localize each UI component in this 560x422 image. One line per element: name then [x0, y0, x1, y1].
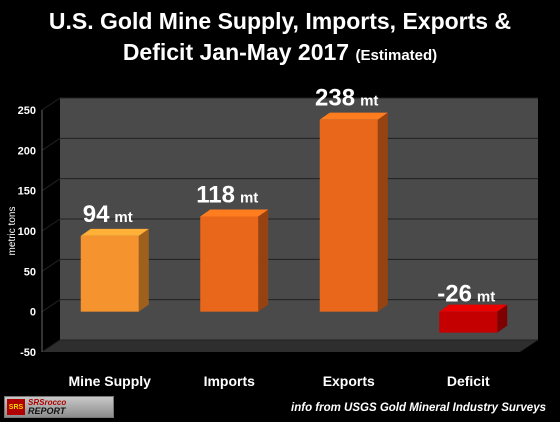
bar: [319, 119, 378, 312]
bar-top: [439, 304, 508, 312]
source-note: info from USGS Gold Mineral Industry Sur…: [291, 402, 546, 414]
title-line-2: Deficit Jan-May 2017 (Estimated): [0, 37, 560, 71]
y-tick-label: 200: [18, 145, 36, 157]
x-category-label: Deficit: [447, 373, 490, 389]
bar-side: [258, 209, 269, 312]
data-label: 94 mt: [83, 201, 133, 228]
gridline-side: [41, 137, 61, 151]
bar-side: [377, 112, 388, 312]
y-tick-label: 250: [18, 105, 36, 117]
x-category-label: Exports: [323, 373, 375, 389]
x-category-label: Imports: [204, 373, 256, 389]
bar-top: [80, 228, 149, 236]
gridline-side: [41, 218, 61, 232]
title-line-1: U.S. Gold Mine Supply, Imports, Exports …: [48, 8, 512, 34]
y-tick-label: 150: [18, 186, 36, 198]
gridline-side: [41, 339, 61, 353]
logo-mark: SRS: [7, 399, 25, 415]
gridline-side: [41, 178, 61, 192]
data-label: -26 mt: [437, 281, 495, 308]
y-tick-label: 0: [30, 307, 36, 319]
bar: [80, 235, 139, 312]
y-axis-label: metric tons: [7, 207, 18, 256]
logo-text: SRSrocco REPORT: [28, 398, 67, 416]
data-label: 118 mt: [196, 181, 258, 208]
bar-top: [319, 112, 388, 120]
gridline-side: [41, 97, 61, 111]
bar: [439, 311, 498, 333]
y-tick-label: 100: [18, 226, 36, 238]
gridline-side: [41, 299, 61, 313]
y-tick-label: -50: [20, 347, 36, 359]
x-category-label: Mine Supply: [69, 373, 152, 389]
chart-floor: [42, 340, 538, 352]
chart-title: U.S. Gold Mine Supply, Imports, Exports …: [0, 6, 560, 71]
bar-side: [138, 228, 149, 312]
bar-side: [497, 304, 508, 333]
logo-line-1: SRSrocco: [28, 398, 67, 407]
bar-top: [200, 209, 269, 217]
data-label: 238 mt: [315, 85, 378, 112]
y-tick-label: 50: [24, 266, 36, 278]
chart-subtitle: (Estimated): [355, 47, 438, 64]
srsrocco-logo: SRS SRSrocco REPORT: [4, 396, 114, 418]
bar: [200, 216, 259, 312]
title-line-2-text: Deficit Jan-May 2017: [122, 39, 350, 65]
gridline-side: [41, 258, 61, 272]
logo-line-2: REPORT: [28, 406, 66, 416]
